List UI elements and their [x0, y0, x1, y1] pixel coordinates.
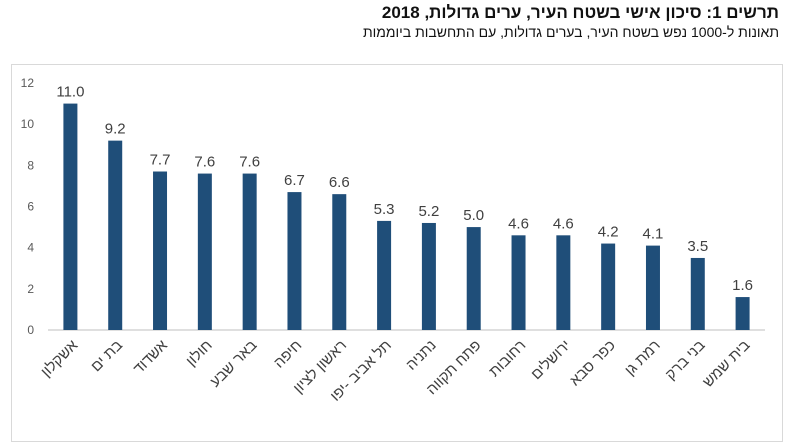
data-label: 5.2 [418, 203, 439, 220]
bar [197, 173, 212, 330]
category-label: בית שמש [700, 337, 754, 391]
y-tick-label: 4 [27, 241, 34, 255]
bar [556, 235, 571, 330]
y-tick-label: 6 [27, 200, 34, 214]
category-label: אשדוד [130, 336, 171, 377]
data-label: 4.2 [598, 224, 619, 241]
data-label: 4.6 [553, 215, 574, 232]
data-label: 9.2 [105, 121, 126, 138]
chart-title: תרשים 1: סיכון אישי בשטח העיר, ערים גדול… [381, 3, 779, 22]
data-label: 7.6 [239, 154, 260, 171]
data-label: 5.0 [463, 207, 484, 224]
category-label: רמת גן [622, 337, 664, 379]
bar [153, 171, 168, 330]
y-tick-label: 12 [21, 76, 35, 90]
bar [421, 222, 436, 330]
bar [601, 243, 616, 330]
category-label: בת ים [88, 337, 126, 375]
data-label: 11.0 [56, 84, 84, 101]
data-label: 7.6 [194, 154, 215, 171]
chart-header: תרשים 1: סיכון אישי בשטח העיר, ערים גדול… [9, 2, 779, 41]
category-label: כפר סבא [566, 337, 619, 390]
chart-subtitle: תאונות ל-1000 נפש בשטח העיר, בערים גדולו… [362, 24, 779, 40]
y-tick-label: 2 [27, 282, 34, 296]
bar [242, 173, 257, 330]
bar [108, 140, 123, 330]
data-label: 3.5 [687, 238, 708, 255]
category-label: באר שבע [207, 337, 261, 391]
data-label: 6.6 [329, 174, 350, 191]
data-label: 1.6 [732, 277, 753, 294]
y-tick-label: 10 [21, 117, 35, 131]
category-label: חיפה [271, 337, 306, 372]
chart-frame [11, 64, 783, 442]
data-label: 5.3 [374, 201, 395, 218]
data-label: 7.7 [150, 152, 171, 169]
data-label: 6.7 [284, 172, 305, 189]
bar [287, 192, 302, 330]
data-label: 4.1 [643, 226, 664, 243]
y-tick-label: 8 [27, 158, 34, 172]
category-label: אשקלון [38, 336, 82, 380]
category-label: רחובות [486, 337, 530, 381]
bar [735, 297, 750, 330]
bar [377, 220, 392, 330]
data-label: 4.6 [508, 215, 529, 232]
bar [645, 245, 660, 330]
bar [690, 257, 705, 330]
category-label: חולון [183, 337, 216, 370]
category-label: נתניה [403, 337, 440, 374]
bar [466, 227, 481, 330]
y-tick-label: 0 [27, 323, 34, 337]
bar [511, 235, 526, 330]
bar [63, 103, 78, 330]
bar [332, 194, 347, 330]
